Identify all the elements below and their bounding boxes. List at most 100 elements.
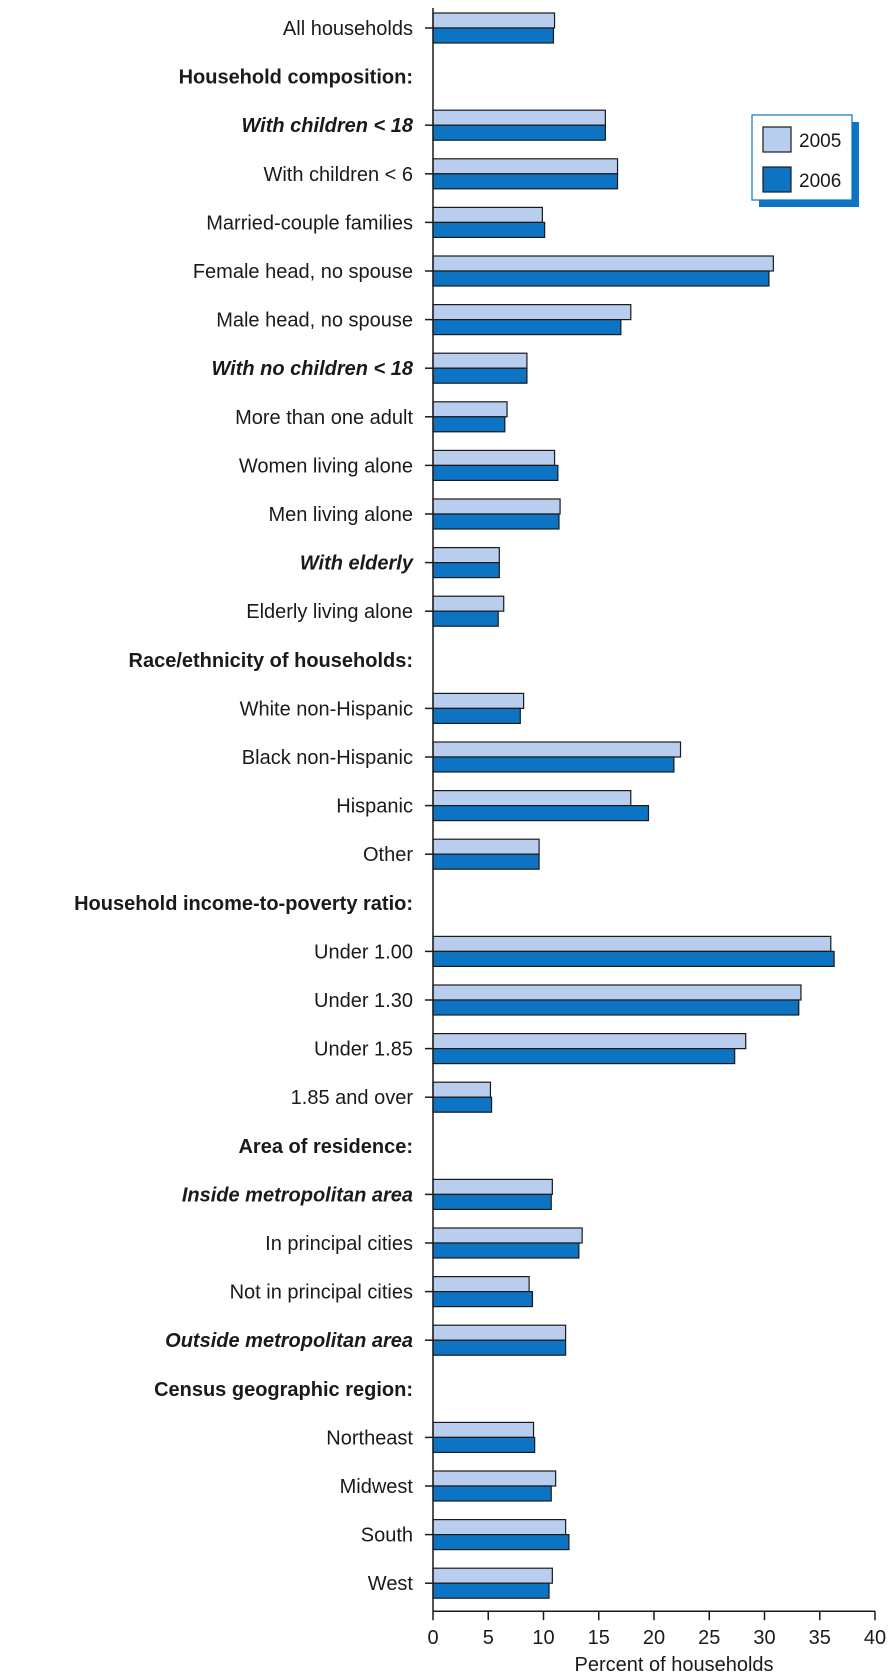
bar-2005 (432, 692, 525, 710)
row-hispanic: Hispanic (336, 789, 650, 822)
category-label: More than one adult (235, 407, 413, 429)
legend-swatch-2006 (762, 166, 792, 193)
bar-2006 (432, 1436, 536, 1454)
bar-2005 (432, 1518, 567, 1536)
category-label: Black non-Hispanic (242, 747, 413, 769)
bar-2005 (432, 1178, 553, 1196)
category-label: With children < 6 (263, 164, 413, 186)
row-not-in-principal-cities: Not in principal cities (230, 1275, 534, 1308)
row-area-of-residence: Area of residence: (238, 1136, 413, 1158)
row-female-head-no-spouse: Female head, no spouse (193, 255, 774, 287)
category-label: With elderly (300, 553, 414, 575)
x-tick-label: 40 (864, 1627, 886, 1649)
bar-2005 (432, 595, 505, 612)
bar-2005 (432, 12, 556, 29)
row-household-income-to-poverty-ratio: Household income-to-poverty ratio: (74, 893, 413, 915)
row-with-no-children-18: With no children < 18 (211, 352, 528, 384)
row-all-households: All households (283, 12, 556, 44)
x-tick-label: 0 (427, 1627, 438, 1649)
bar-2005 (432, 984, 802, 1001)
bar-2005 (432, 109, 606, 126)
bar-2006 (432, 124, 606, 141)
category-label: West (368, 1573, 414, 1595)
x-tick-label: 10 (532, 1627, 554, 1649)
bar-2005 (432, 304, 632, 321)
bar-2006 (432, 1193, 552, 1211)
row-with-children-6: With children < 6 (263, 158, 619, 190)
group-header-label: Area of residence: (238, 1136, 413, 1158)
row-outside-metropolitan-area: Outside metropolitan area (165, 1324, 567, 1356)
row-black-non-hispanic: Black non-Hispanic (242, 741, 682, 773)
bar-2005 (432, 1275, 530, 1293)
bar-2005 (432, 935, 832, 953)
row-household-composition: Household composition: (179, 67, 413, 89)
x-tick-label: 20 (643, 1627, 665, 1649)
legend-label-2005: 2005 (799, 131, 841, 152)
row-elderly-living-alone: Elderly living alone (246, 595, 505, 627)
legend-swatch-2005 (762, 126, 792, 153)
bar-2006 (432, 950, 835, 968)
category-label: White non-Hispanic (240, 698, 413, 720)
category-label: Inside metropolitan area (182, 1184, 413, 1206)
category-label: Not in principal cities (230, 1282, 413, 1304)
group-header-label: Household composition: (179, 67, 413, 89)
bar-2006 (432, 173, 619, 190)
row-south: South (361, 1518, 570, 1551)
bar-2005 (432, 789, 632, 807)
bar-2006 (432, 27, 555, 44)
bar-2006 (432, 999, 800, 1016)
x-tick-label: 35 (809, 1627, 831, 1649)
category-label: Midwest (340, 1476, 414, 1498)
bar-2006 (432, 416, 506, 433)
x-axis-ticks: 0 5 10 15 20 25 30 35 40 (427, 1611, 886, 1649)
category-label: All households (283, 18, 413, 40)
row-midwest: Midwest (340, 1470, 557, 1502)
category-label: Elderly living alone (246, 601, 413, 623)
row-more-than-one-adult: More than one adult (235, 401, 508, 433)
row-race-ethnicity-of-households: Race/ethnicity of households: (129, 650, 413, 672)
category-label: Women living alone (239, 455, 413, 477)
bar-2005 (432, 449, 556, 466)
bar-2005 (432, 1421, 535, 1439)
bar-2006 (432, 1047, 736, 1065)
bar-2006 (432, 610, 499, 627)
category-label: South (361, 1525, 413, 1547)
bar-2005 (432, 352, 528, 369)
row-inside-metropolitan-area: Inside metropolitan area (182, 1178, 553, 1211)
bar-2006 (432, 1533, 570, 1551)
row-northeast: Northeast (326, 1421, 536, 1454)
bar-2005 (432, 498, 561, 515)
row-women-living-alone: Women living alone (239, 449, 559, 481)
category-label: Under 1.00 (314, 941, 413, 963)
bar-2006 (432, 853, 540, 870)
row-census-geographic-region: Census geographic region: (154, 1379, 413, 1401)
bar-2005 (432, 1227, 583, 1244)
row-1-85-and-over: 1.85 and over (291, 1081, 493, 1113)
bar-2005 (432, 158, 619, 175)
group-header-label: Race/ethnicity of households: (129, 650, 413, 672)
bar-2005 (432, 206, 543, 223)
bar-2006 (432, 270, 770, 287)
category-label: Under 1.30 (314, 990, 413, 1012)
bar-2005 (432, 255, 774, 272)
legend-label-2006: 2006 (799, 171, 841, 192)
bar-2005 (432, 1567, 553, 1584)
bar-2006 (432, 1582, 550, 1599)
row-male-head-no-spouse: Male head, no spouse (216, 304, 632, 336)
category-label: Men living alone (268, 504, 413, 526)
group-header-label: Census geographic region: (154, 1379, 413, 1401)
category-label: In principal cities (265, 1233, 413, 1255)
bar-2005 (432, 1324, 567, 1341)
category-label: Outside metropolitan area (165, 1330, 413, 1352)
row-under-1-85: Under 1.85 (314, 1032, 747, 1065)
x-tick-label: 15 (588, 1627, 610, 1649)
bar-2006 (432, 319, 622, 336)
legend: 2005 2006 (751, 114, 859, 207)
bar-2006 (432, 221, 546, 238)
category-label: Northeast (326, 1427, 413, 1449)
row-married-couple-families: Married-couple families (206, 206, 546, 238)
bar-2006 (432, 1242, 580, 1259)
row-other: Other (363, 838, 540, 870)
row-white-non-hispanic: White non-Hispanic (240, 692, 525, 725)
